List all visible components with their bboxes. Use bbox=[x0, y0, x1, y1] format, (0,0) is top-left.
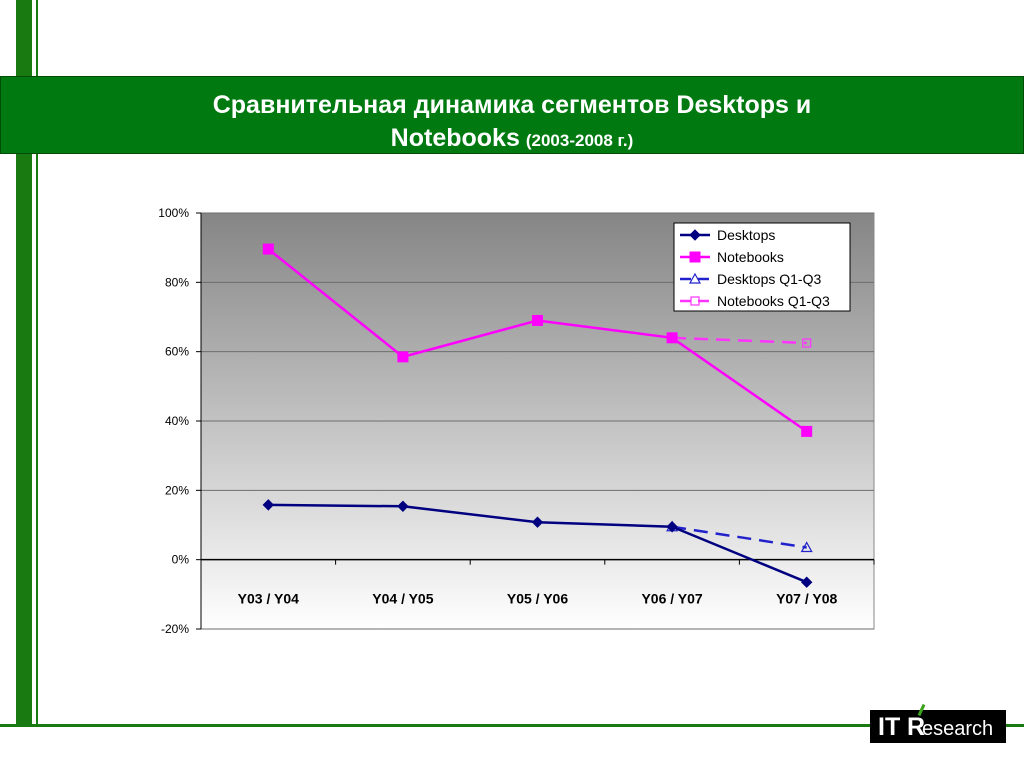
data-point-desktops bbox=[800, 576, 813, 588]
data-point-notebooks bbox=[532, 314, 543, 326]
series-notebooks bbox=[262, 243, 813, 437]
legend-swatch-marker bbox=[690, 296, 700, 306]
legend-item-notebooks-q1-q3: Notebooks Q1-Q3 bbox=[680, 293, 830, 309]
data-point-desktops bbox=[262, 499, 275, 511]
logo-it: IT bbox=[878, 713, 901, 741]
frame-bottom-line bbox=[0, 724, 1024, 727]
legend-swatch-marker bbox=[689, 229, 701, 241]
y-tick-label: 80% bbox=[165, 275, 189, 289]
slide-title-years: (2003-2008 г.) bbox=[525, 131, 634, 150]
x-tick-label: Y03 / Y04 bbox=[238, 591, 299, 607]
data-point-desktops bbox=[397, 500, 409, 512]
legend-label: Notebooks bbox=[717, 249, 784, 265]
x-tick-label: Y06 / Y07 bbox=[641, 591, 702, 607]
data-point-notebooks bbox=[801, 425, 813, 437]
y-tick-label: 20% bbox=[165, 483, 189, 497]
frame-vertical-bar bbox=[16, 0, 32, 724]
legend-label: Notebooks Q1-Q3 bbox=[717, 293, 830, 309]
line-chart: -20% 0% 20% 40% 60% 80% 100% Y03 / Y04 Y04 / Y0… bbox=[158, 206, 875, 636]
data-point-notebooks bbox=[666, 332, 678, 344]
y-tick-label: 0% bbox=[172, 553, 190, 567]
y-axis-ticks: -20% 0% 20% 40% 60% 80% 100% bbox=[158, 206, 201, 636]
series-group bbox=[262, 243, 813, 588]
legend-box bbox=[673, 222, 851, 312]
data-point-desktops bbox=[531, 516, 544, 528]
data-point-notebooks-q1-q3 bbox=[802, 338, 812, 348]
data-point-notebooks bbox=[397, 351, 409, 363]
frame-vertical-line bbox=[36, 0, 38, 724]
logo-r: R bbox=[907, 713, 926, 741]
x-axis-ticks: Y03 / Y04 Y04 / Y05 Y05 / Y06 Y06 / Y07 Y07 … bbox=[200, 559, 875, 607]
legend-item-desktops: Desktops bbox=[680, 227, 775, 243]
slide-title-line1: Сравнительная динамика сегментов Desktop… bbox=[212, 91, 812, 119]
logo-research: esearch bbox=[922, 718, 994, 740]
legend-swatch-marker bbox=[689, 251, 701, 263]
slide-title-line2: Notebooks (2003-2008 г.) bbox=[1, 124, 1023, 153]
series-desktops bbox=[262, 499, 813, 588]
series-line-notebooks-q1-q3 bbox=[672, 336, 807, 345]
legend-label: Desktops Q1-Q3 bbox=[717, 271, 821, 287]
x-tick-label: Y04 / Y05 bbox=[372, 591, 433, 607]
data-point-desktops bbox=[666, 521, 678, 533]
legend-label: Desktops bbox=[717, 227, 775, 243]
y-tick-label: 60% bbox=[165, 345, 189, 359]
legend: Desktops Notebooks Desktops Q1-Q3 Notebooks… bbox=[673, 222, 851, 312]
slide-title-notebooks: Notebooks bbox=[390, 124, 520, 152]
series-line-desktops-q1-q3 bbox=[671, 525, 807, 549]
x-tick-label: Y05 / Y06 bbox=[507, 591, 568, 607]
legend-item-notebooks: Notebooks bbox=[680, 249, 784, 265]
legend-item-desktops-q1-q3: Desktops Q1-Q3 bbox=[680, 271, 821, 287]
slide-title-box: Сравнительная динамика сегментов Desktop… bbox=[0, 76, 1024, 154]
y-tick-label: 100% bbox=[158, 206, 189, 220]
data-point-notebooks bbox=[262, 243, 274, 255]
itresearch-logo: IT R esearch bbox=[870, 703, 1006, 743]
x-tick-label: Y07 / Y08 bbox=[776, 591, 837, 607]
legend-swatch-marker bbox=[688, 272, 702, 284]
y-tick-label: 40% bbox=[165, 414, 189, 428]
data-point-desktops-q1-q3 bbox=[800, 541, 813, 553]
y-tick-label: -20% bbox=[161, 622, 189, 636]
